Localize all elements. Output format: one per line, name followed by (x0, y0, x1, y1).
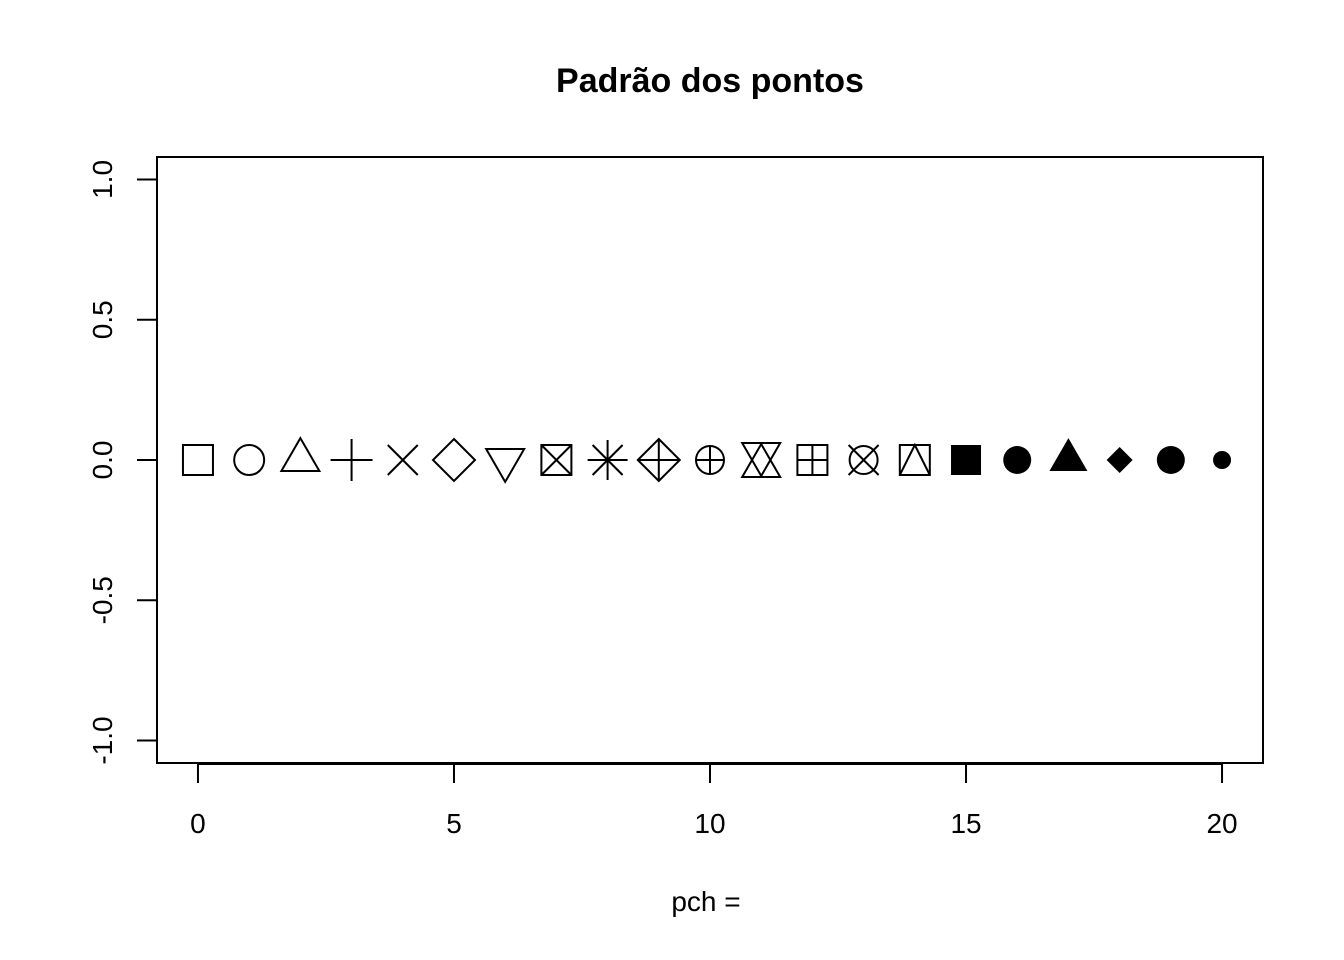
square-cross-icon (540, 444, 573, 476)
cross-x-icon (387, 444, 419, 476)
open-triangle-down-icon (484, 447, 526, 484)
star-of-david-icon (740, 441, 782, 479)
x-tick-label: 10 (694, 808, 725, 839)
x-tick-label: 5 (446, 808, 462, 839)
circle-cross-icon (847, 444, 880, 476)
x-tick-label: 15 (950, 808, 981, 839)
plus-icon (330, 439, 373, 481)
x-tick-label: 20 (1206, 808, 1237, 839)
square-plus-icon (796, 444, 829, 476)
y-axis: -1.0 -0.5 0.0 0.5 1.0 (87, 160, 158, 765)
open-triangle-up-icon (279, 436, 322, 473)
y-tick-label: -1.0 (87, 716, 118, 764)
filled-dot-small-icon (1213, 451, 1232, 469)
x-axis: 0 5 10 15 20 (190, 763, 1238, 839)
circle-plus-icon (695, 445, 725, 475)
open-diamond-icon (431, 437, 477, 483)
y-tick-label: -0.5 (87, 576, 118, 624)
y-tick-label: 1.0 (87, 160, 118, 199)
open-square-icon (181, 444, 214, 476)
points-layer (181, 436, 1232, 484)
square-triangle-icon (898, 442, 931, 476)
asterisk-icon (587, 440, 628, 480)
filled-circle-large-icon (1156, 446, 1185, 474)
y-tick-label: 0.5 (87, 300, 118, 339)
y-tick-label: 0.0 (87, 441, 118, 480)
open-circle-icon (233, 444, 266, 476)
filled-triangle-icon (1049, 438, 1088, 472)
filled-square-icon (951, 445, 982, 475)
chart-title: Padrão dos pontos (556, 62, 864, 100)
filled-circle-icon (1003, 446, 1032, 474)
filled-diamond-icon (1106, 447, 1133, 473)
diamond-plus-icon (636, 437, 682, 483)
x-axis-label: pch = (671, 886, 740, 917)
x-tick-label: 0 (190, 808, 206, 839)
